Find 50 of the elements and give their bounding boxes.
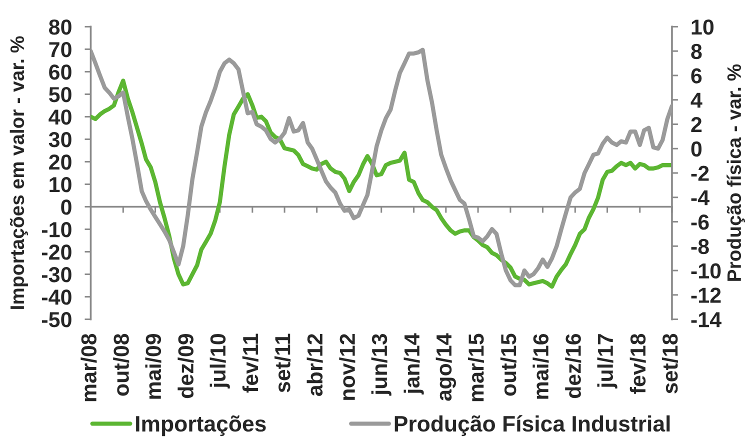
- y2-tick-label: -8: [691, 238, 709, 254]
- x-tick-label: abr/12: [306, 334, 323, 396]
- y-tick-label: 60: [49, 64, 72, 80]
- y-tick-label: 20: [49, 154, 72, 170]
- y2-tick-label: 0: [691, 141, 702, 157]
- y2-tick-label: 6: [691, 68, 702, 84]
- x-tick-label: fev/11: [242, 334, 258, 393]
- x-tick-label: jul/10: [210, 334, 230, 389]
- y-tick-label: -50: [42, 312, 72, 328]
- x-tick-label: mar/15: [468, 334, 484, 402]
- x-tick-label: out/08: [113, 334, 130, 396]
- y2-tick-label: 10: [692, 19, 714, 35]
- y2-axis-title: Produção física - var. %: [726, 64, 745, 281]
- x-tick-label: dez/16: [565, 334, 582, 398]
- y2-tick-label: -12: [691, 288, 721, 303]
- y-tick-label: 10: [50, 177, 72, 192]
- legend-label: Importações: [136, 415, 266, 436]
- y-axis-title: Importações em valor - var. %: [10, 36, 28, 309]
- x-tick-label: set/11: [274, 334, 291, 392]
- y-tick-label: -10: [42, 222, 72, 238]
- x-tick-label: mai/09: [145, 334, 162, 399]
- y2-tick-label: -14: [691, 312, 722, 328]
- x-tick-label: mai/16: [532, 334, 549, 399]
- legend-label: Produção Física Industrial: [394, 415, 670, 436]
- y-tick-label: -20: [42, 244, 72, 260]
- x-tick-label: nov/12: [339, 334, 356, 400]
- y-tick-label: 0: [61, 200, 72, 215]
- x-tick-label: jan/14: [404, 333, 424, 395]
- x-tick-label: jul/17: [597, 334, 618, 389]
- y2-tick-label: -2: [691, 166, 709, 181]
- y2-tick-label: 2: [691, 117, 702, 132]
- y2-tick-label: -10: [691, 263, 721, 279]
- x-tick-label: mar/08: [80, 334, 97, 402]
- y-tick-label: 70: [49, 42, 72, 58]
- x-tick-label: set/18: [662, 334, 678, 394]
- y-tick-label: 80: [49, 19, 72, 35]
- y-tick-label: 40: [48, 109, 72, 125]
- y2-tick-label: 8: [691, 44, 702, 60]
- y-tick-label: 50: [48, 86, 72, 102]
- y2-tick-label: -6: [691, 214, 709, 230]
- x-tick-label: fev/18: [630, 334, 646, 394]
- y2-tick-label: -4: [691, 190, 710, 206]
- y-tick-label: -30: [42, 267, 72, 282]
- x-tick-label: ago/14: [436, 333, 456, 401]
- y-tick-label: 30: [48, 132, 72, 148]
- x-tick-label: out/15: [500, 334, 516, 396]
- y-tick-label: -40: [42, 290, 72, 305]
- x-tick-label: dez/09: [178, 334, 194, 398]
- y2-tick-label: 4: [690, 92, 702, 108]
- x-tick-label: jun/13: [371, 334, 392, 396]
